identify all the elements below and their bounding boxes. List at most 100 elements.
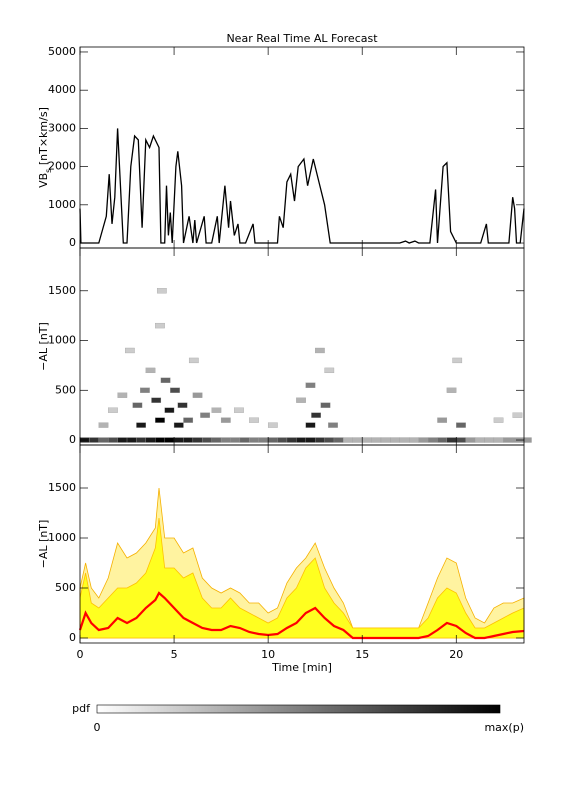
pdf-cell [452, 357, 463, 364]
pdf-cell [155, 437, 165, 443]
panel [79, 128, 525, 244]
pdf-cell [183, 437, 194, 443]
pdf-cell [155, 322, 165, 329]
pdf-cell [305, 382, 316, 388]
y-tick-label: 2000 [48, 160, 76, 173]
pdf-cell [456, 422, 466, 428]
x-tick-label: 20 [449, 648, 463, 661]
pdf-cell [220, 437, 231, 443]
band [79, 517, 525, 639]
colorbar-max: max(p) [484, 721, 524, 734]
pdf-cell [155, 417, 165, 423]
pdf-cell [267, 437, 278, 443]
pdf-cell [258, 437, 269, 443]
pdf-cell [493, 417, 504, 423]
pdf-cell [493, 437, 504, 443]
x-axis-label: Time [min] [271, 661, 332, 674]
pdf-cell [437, 437, 448, 443]
pdf-cell [211, 437, 222, 443]
pdf-cell [202, 437, 212, 443]
pdf-cell [89, 437, 99, 443]
pdf-cell [177, 402, 188, 408]
pdf-cell [173, 422, 184, 428]
pdf-cell [305, 422, 316, 428]
panel [79, 288, 532, 443]
pdf-cell [98, 437, 109, 443]
pdf-cell [136, 422, 146, 428]
data-line [79, 128, 525, 244]
pdf-cell [296, 397, 306, 403]
y-label-unit: [nT×km/s] [37, 107, 50, 169]
pdf-cell [446, 387, 457, 393]
pdf-cell [200, 412, 210, 418]
pdf-cell [512, 412, 523, 418]
median-line [78, 591, 525, 640]
y-tick-label: 500 [55, 581, 76, 594]
pdf-cell [503, 437, 513, 443]
pdf-cell [465, 437, 476, 443]
pdf-cell [156, 288, 167, 294]
pdf-cell [324, 437, 335, 443]
pdf-cell [98, 422, 109, 428]
pdf-cell [320, 402, 331, 408]
pdf-cell [183, 417, 194, 423]
pdf-cell [315, 347, 325, 354]
panel [78, 487, 525, 640]
y-axis-label: −AL [nT] [37, 520, 50, 569]
pdf-cell [160, 377, 171, 383]
pdf-cell [173, 437, 184, 443]
pdf-cell [371, 437, 382, 443]
pdf-cell [249, 437, 259, 443]
pdf-cell [333, 437, 344, 443]
pdf-cell [192, 437, 203, 443]
y-label-sub: s [44, 169, 53, 173]
colorbar-min: 0 [94, 721, 101, 734]
pdf-cell [151, 397, 162, 403]
pdf-cell [409, 437, 419, 443]
y-tick-label: 1000 [48, 531, 76, 544]
pdf-cell [352, 437, 363, 443]
y-tick-label: 0 [69, 433, 76, 446]
x-tick-label: 5 [171, 648, 178, 661]
colorbar-label: pdf [72, 702, 91, 715]
y-tick-label: 1500 [48, 481, 76, 494]
y-label-main: VB [37, 173, 50, 188]
pdf-cell [230, 437, 241, 443]
y-tick-label: 0 [69, 631, 76, 644]
pdf-cell [188, 357, 199, 364]
y-tick-label: 5000 [48, 45, 76, 58]
pdf-cell [145, 367, 156, 374]
plot-frame [79, 46, 525, 249]
plot-frame [79, 247, 525, 446]
pdf-cell [170, 387, 180, 393]
pdf-cell [277, 437, 288, 443]
y-axis-label: −AL [nT] [37, 322, 50, 371]
pdf-cell [484, 437, 495, 443]
pdf-cell [140, 387, 150, 393]
x-tick-label: 15 [355, 648, 369, 661]
pdf-cell [456, 437, 466, 443]
x-tick-label: 0 [77, 648, 84, 661]
pdf-cell [249, 417, 259, 423]
pdf-cell [108, 437, 118, 443]
y-tick-label: 1500 [48, 284, 76, 297]
pdf-cell [136, 437, 146, 443]
pdf-cell [315, 437, 325, 443]
pdf-cell [399, 437, 410, 443]
plot-frame [79, 444, 525, 644]
pdf-cell [380, 437, 391, 443]
pdf-cell [126, 437, 137, 443]
pdf-cell [220, 417, 231, 423]
pdf-cell [164, 407, 175, 413]
pdf-cell [108, 407, 118, 413]
pdf-cell [234, 407, 244, 413]
pdf-cell [192, 392, 203, 398]
pdf-cell [343, 437, 353, 443]
pdf-cell [390, 437, 400, 443]
pdf-cell [437, 417, 448, 423]
y-tick-label: 1000 [48, 198, 76, 211]
pdf-cell [211, 407, 222, 413]
pdf-cell [117, 392, 128, 398]
pdf-cell [267, 422, 278, 428]
